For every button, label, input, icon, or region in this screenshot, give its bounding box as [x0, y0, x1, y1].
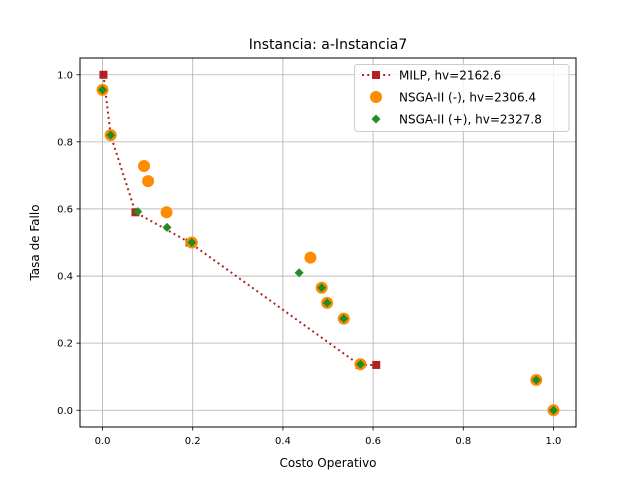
data-point-circle: [304, 251, 317, 264]
data-point-diamond: [317, 283, 327, 293]
data-point-diamond: [322, 298, 332, 308]
y-tick-label: 0.8: [57, 137, 73, 148]
legend: MILP, hv=2162.6 NSGA-II (-), hv=2306.4 NSG…: [354, 64, 570, 132]
data-point-diamond: [106, 130, 116, 140]
tick-layer: 0.0 0.2 0.4 0.6 0.8 1.0 0.0 0.2 0.4 0.6 0.8 1.0: [57, 70, 561, 447]
legend-marker-circle: [370, 91, 382, 103]
data-point-diamond: [187, 238, 197, 247]
plot-frame: [79, 57, 577, 428]
y-axis-label: Tasa de Fallo: [28, 204, 42, 281]
y-tick-label: 0.4: [57, 272, 73, 283]
legend-marker-square: [372, 71, 380, 79]
y-tick-label: 0.2: [57, 339, 73, 350]
x-tick-label: 1.0: [546, 436, 562, 447]
data-point-diamond: [355, 359, 365, 369]
legend-marker-diamond: [371, 114, 381, 124]
y-tick-label: 1.0: [57, 70, 73, 81]
y-tick-label: 0.0: [57, 406, 73, 417]
x-tick-label: 0.4: [275, 436, 291, 447]
chart-title: Instancia: a-Instancia7: [249, 37, 408, 53]
data-point-diamond: [98, 85, 108, 95]
data-point-diamond: [339, 314, 349, 324]
x-tick-label: 0.8: [455, 436, 471, 447]
legend-box: [354, 64, 570, 132]
data-point-circle: [160, 206, 173, 219]
data-point-diamond: [548, 405, 558, 415]
data-point-square: [372, 360, 381, 369]
data-point-circle: [138, 160, 151, 173]
legend-label: NSGA-II (+), hv=2327.8: [399, 113, 542, 127]
y-tick-label: 0.6: [57, 205, 73, 216]
data-point-diamond: [294, 268, 304, 278]
x-tick-label: 0.0: [95, 436, 111, 447]
series-diamond: [98, 85, 558, 415]
series-layer: [96, 70, 560, 417]
x-axis-label: Costo Operativo: [279, 456, 376, 470]
data-point-diamond: [531, 375, 541, 385]
x-tick-label: 0.2: [185, 436, 201, 447]
legend-label: NSGA-II (-), hv=2306.4: [399, 91, 536, 105]
data-point-diamond: [162, 222, 172, 232]
data-point-square: [99, 70, 108, 79]
x-tick-label: 0.6: [365, 436, 381, 447]
legend-label: MILP, hv=2162.6: [399, 69, 501, 83]
data-point-circle: [142, 175, 155, 188]
data-point-diamond: [133, 207, 143, 217]
